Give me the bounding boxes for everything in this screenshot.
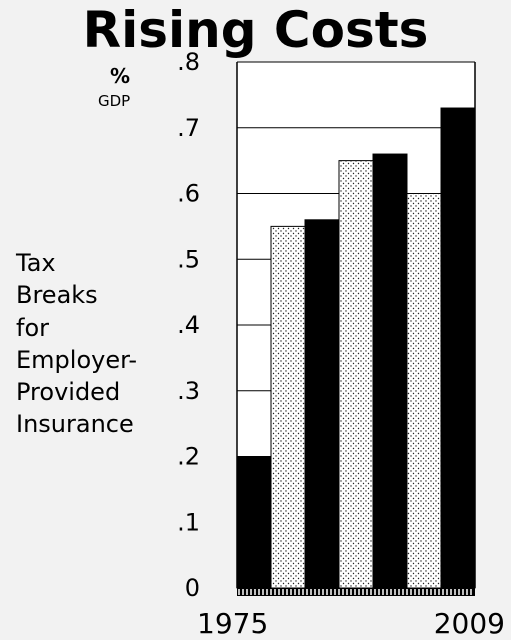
bar-4 <box>338 160 374 589</box>
y-axis-label-line: Employer- <box>16 345 138 374</box>
y-axis-label-line: for <box>16 313 49 342</box>
unit-label-gdp: GDP <box>98 92 131 110</box>
unit-label-percent: % <box>110 64 131 88</box>
y-tick-label: .2 <box>177 443 200 471</box>
y-axis-label-line: Tax <box>16 249 56 277</box>
x-start-label: 1975 <box>197 607 268 640</box>
y-tick-label: .8 <box>177 48 200 76</box>
bar-2 <box>270 225 306 589</box>
y-tick-label: .1 <box>177 508 200 536</box>
y-tick-label: .5 <box>177 245 200 273</box>
y-axis-label: Tax Breaks for Employer- Provided Insura… <box>16 247 137 441</box>
bar-7 <box>440 107 476 589</box>
y-tick-label: .4 <box>177 311 200 339</box>
y-tick-label: .7 <box>177 114 200 142</box>
bar-3 <box>304 219 340 589</box>
y-tick-label: 0 <box>185 574 200 602</box>
bar-6 <box>406 193 442 589</box>
y-tick-label: .6 <box>177 180 200 208</box>
bar-5 <box>372 153 408 589</box>
y-axis-label-line: Insurance <box>16 410 134 439</box>
x-axis-bar <box>237 588 475 596</box>
x-end-label: 2009 <box>434 607 505 640</box>
y-tick-label: .3 <box>177 377 200 405</box>
chart-title: Rising Costs <box>82 1 429 59</box>
y-axis-label-line: Provided <box>16 378 121 407</box>
y-axis-label-line: Breaks <box>16 281 98 310</box>
bar-1 <box>236 456 272 589</box>
